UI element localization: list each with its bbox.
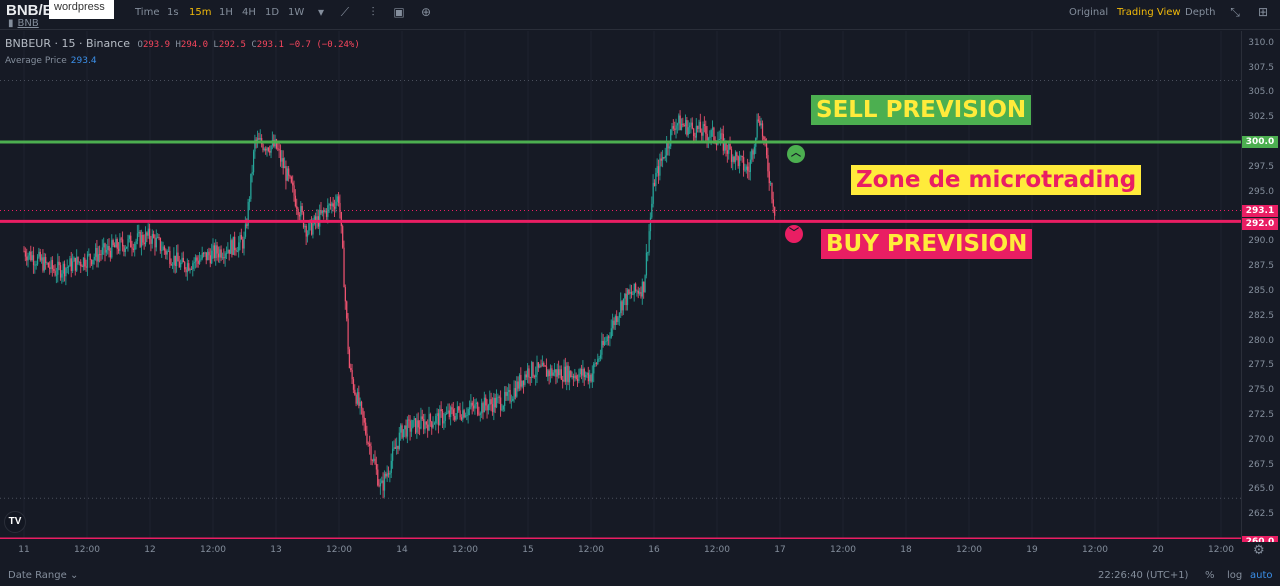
time-tick: 12:00 (326, 545, 352, 555)
price-tick: 277.5 (1248, 360, 1274, 371)
timeframe-1d[interactable]: 1D (265, 7, 280, 18)
legend-title: BNBEUR · 15 · Binance (5, 37, 131, 50)
view-tab-trading-view[interactable]: Trading View (1117, 7, 1181, 18)
timeframe-dropdown-icon[interactable]: ▾ (317, 5, 325, 19)
time-tick: 16 (648, 545, 660, 555)
timeframe-1h[interactable]: 1H (219, 7, 233, 18)
price-axis[interactable]: 310.0 307.5 305.0 302.5 297.5 295.0 290.0 287.5… (1241, 31, 1280, 539)
price-tick: 265.0 (1248, 484, 1274, 495)
date-range-dropdown[interactable]: Date Range ⌄ (8, 570, 79, 581)
time-tick: 11 (18, 545, 30, 555)
time-tick: 12:00 (578, 545, 604, 555)
time-tick: 12:00 (74, 545, 100, 555)
current-price-tag: 293.1 (1242, 205, 1278, 217)
price-tick: 282.5 (1248, 310, 1274, 321)
symbol-title[interactable]: BNB/E (6, 2, 53, 19)
sub-symbol-label: BNB (17, 18, 39, 29)
price-tick: 280.0 (1248, 335, 1274, 346)
chevron-down-icon[interactable]: ﹀ (785, 225, 803, 243)
clock-display: 22:26:40 (UTC+1) (1098, 570, 1189, 581)
price-tick: 287.5 (1248, 261, 1274, 272)
time-tick: 18 (900, 545, 912, 555)
microtrading-zone-label[interactable]: Zone de microtrading (851, 165, 1142, 195)
time-tick: 12:00 (830, 545, 856, 555)
coin-icon: ▮ (8, 18, 14, 29)
time-tick: 12:00 (1082, 545, 1108, 555)
time-tick: 12:00 (200, 545, 226, 555)
price-tick: 310.0 (1248, 37, 1274, 48)
ohlc-values: O293.9 H294.0 L292.5 C293.1 −0.7 (−0.24%… (137, 40, 360, 50)
price-tick: 305.0 (1248, 87, 1274, 98)
time-axis[interactable]: 11 12:00 12 12:00 13 12:00 14 12:00 15 12:00 16 12:… (0, 539, 1241, 563)
wordpress-overlay-label: wordpress (49, 0, 114, 19)
chevron-down-icon: ⌄ (69, 570, 79, 581)
chevron-up-icon[interactable]: ︿ (787, 145, 805, 163)
price-tick: 270.0 (1248, 434, 1274, 445)
time-tick: 12 (144, 545, 156, 555)
timeframe-1s[interactable]: 1s (167, 7, 179, 18)
bottom-bar: Date Range ⌄ 22:26:40 (UTC+1) % log auto (0, 563, 1280, 586)
tradingview-logo[interactable]: TV (4, 511, 26, 533)
sub-symbol-link[interactable]: ▮ BNB (8, 18, 39, 29)
time-tick: 12:00 (956, 545, 982, 555)
price-tick: 275.0 (1248, 385, 1274, 396)
view-tab-original[interactable]: Original (1069, 7, 1109, 18)
time-tick: 20 (1152, 545, 1164, 555)
average-price-value: 293.4 (70, 56, 97, 66)
price-tick: 290.0 (1248, 236, 1274, 247)
percent-toggle[interactable]: % (1205, 570, 1215, 581)
price-tick: 297.5 (1248, 161, 1274, 172)
indicator-chart-icon[interactable]: ⟋ (340, 5, 350, 19)
price-tick: 267.5 (1248, 459, 1274, 470)
add-circle-icon[interactable]: ⊕ (420, 5, 432, 19)
time-tick: 13 (270, 545, 282, 555)
time-tick: 12:00 (1208, 545, 1234, 555)
time-tick: 12:00 (452, 545, 478, 555)
change-value: −0.7 (−0.24%) (289, 40, 360, 50)
time-tick: 17 (774, 545, 786, 555)
timeframe-time[interactable]: Time (135, 7, 160, 18)
price-tick: 295.0 (1248, 186, 1274, 197)
price-chart-canvas[interactable] (0, 31, 1241, 539)
price-tick: 272.5 (1248, 409, 1274, 420)
time-tick: 12:00 (704, 545, 730, 555)
collapse-icon[interactable]: ⤡ (1230, 5, 1240, 19)
bottom-line-price-tag: 260.0 (1242, 536, 1278, 542)
timeframe-4h[interactable]: 4H (242, 7, 256, 18)
buy-prevision-label[interactable]: BUY PREVISION (821, 229, 1033, 259)
camera-icon[interactable]: ▣ (393, 5, 405, 19)
timeframe-15m[interactable]: 15m (189, 7, 212, 18)
time-tick: 14 (396, 545, 408, 555)
price-tick: 262.5 (1248, 509, 1274, 520)
average-price: Average Price 293.4 (5, 56, 97, 66)
view-tab-depth[interactable]: Depth (1185, 7, 1216, 18)
sell-prevision-label[interactable]: SELL PREVISION (811, 95, 1032, 125)
auto-scale-toggle[interactable]: auto (1250, 570, 1273, 581)
time-tick: 15 (522, 545, 534, 555)
log-toggle[interactable]: log (1227, 570, 1243, 581)
sell-line-price-tag: 300.0 (1242, 136, 1278, 148)
grid-layout-icon[interactable]: ⊞ (1257, 5, 1269, 19)
ohlc-legend: BNBEUR · 15 · Binance O293.9 H294.0 L292… (5, 37, 360, 50)
settings-gear-icon[interactable]: ⚙ (1253, 543, 1265, 558)
time-tick: 19 (1026, 545, 1038, 555)
top-toolbar: BNB/E wordpress ▮ BNB Time 1s 15m 1H 4H 1D 1W ▾… (0, 0, 1280, 30)
candle-style-icon[interactable]: ⫶ (371, 5, 375, 19)
price-tick: 302.5 (1248, 112, 1274, 123)
price-tick: 285.0 (1248, 285, 1274, 296)
timeframe-1w[interactable]: 1W (288, 7, 305, 18)
buy-line-price-tag: 292.0 (1242, 218, 1278, 230)
price-tick: 307.5 (1248, 62, 1274, 73)
